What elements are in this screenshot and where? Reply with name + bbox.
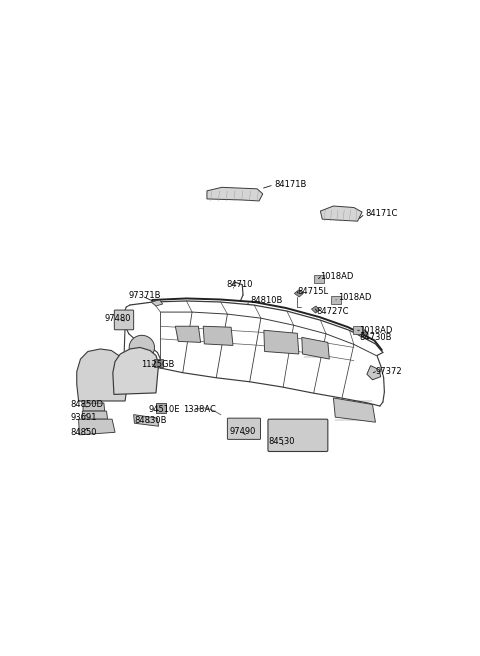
FancyBboxPatch shape xyxy=(156,403,166,413)
Polygon shape xyxy=(334,398,375,422)
Text: 84171B: 84171B xyxy=(274,180,306,190)
Polygon shape xyxy=(203,326,233,346)
Polygon shape xyxy=(175,326,201,342)
Ellipse shape xyxy=(129,335,155,359)
Text: 97372: 97372 xyxy=(375,367,402,376)
FancyBboxPatch shape xyxy=(155,359,163,367)
Polygon shape xyxy=(321,206,362,221)
Text: 94510E: 94510E xyxy=(148,405,180,414)
Polygon shape xyxy=(360,330,368,336)
Polygon shape xyxy=(83,403,105,411)
Polygon shape xyxy=(77,349,127,401)
Polygon shape xyxy=(83,411,108,419)
Text: 84530: 84530 xyxy=(268,437,295,446)
Polygon shape xyxy=(79,419,115,435)
Polygon shape xyxy=(367,365,381,380)
FancyBboxPatch shape xyxy=(331,296,341,304)
Text: 93691: 93691 xyxy=(71,413,97,422)
Polygon shape xyxy=(312,306,320,313)
FancyBboxPatch shape xyxy=(114,310,133,330)
Text: 97480: 97480 xyxy=(105,314,131,323)
Text: 1125GB: 1125GB xyxy=(141,359,174,369)
Text: 1018AD: 1018AD xyxy=(321,272,354,281)
Text: 84727C: 84727C xyxy=(317,306,349,316)
Polygon shape xyxy=(207,188,263,201)
Polygon shape xyxy=(113,348,158,394)
Text: 84850D: 84850D xyxy=(71,400,103,409)
FancyBboxPatch shape xyxy=(228,418,261,440)
Text: 84730B: 84730B xyxy=(360,333,392,342)
Polygon shape xyxy=(133,415,158,426)
Text: 84850: 84850 xyxy=(71,428,97,437)
Polygon shape xyxy=(294,290,303,297)
FancyBboxPatch shape xyxy=(353,326,363,335)
Polygon shape xyxy=(302,337,329,359)
Text: 84710: 84710 xyxy=(226,280,253,289)
Text: 84171C: 84171C xyxy=(365,209,397,218)
FancyBboxPatch shape xyxy=(268,419,328,451)
Text: 1338AC: 1338AC xyxy=(183,405,216,414)
Text: 1018AD: 1018AD xyxy=(338,293,372,302)
Text: 97490: 97490 xyxy=(229,427,256,436)
Polygon shape xyxy=(151,300,163,306)
Text: 84830B: 84830B xyxy=(134,416,167,425)
Text: 84810B: 84810B xyxy=(251,297,283,306)
Text: 84715L: 84715L xyxy=(297,287,328,297)
Text: 97371B: 97371B xyxy=(129,291,161,300)
Polygon shape xyxy=(264,330,299,354)
FancyBboxPatch shape xyxy=(314,275,324,283)
Text: 1018AD: 1018AD xyxy=(360,326,393,335)
